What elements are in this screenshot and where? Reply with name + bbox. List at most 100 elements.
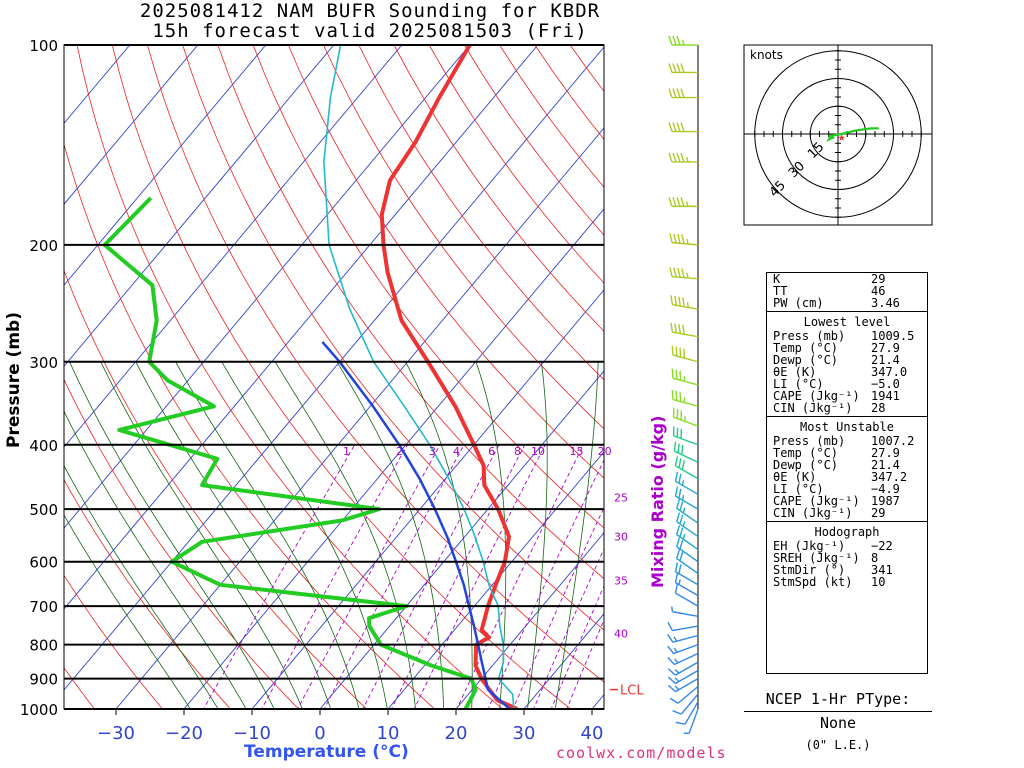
isotherm-line xyxy=(64,45,199,205)
index-value: 21.4 xyxy=(871,458,900,472)
dry-adiabat-line xyxy=(64,269,368,709)
wind-barb-flag xyxy=(679,551,684,562)
wind-barb-flag xyxy=(678,564,682,574)
index-value: 10 xyxy=(871,575,886,589)
index-label: CAPE (Jkg⁻¹) xyxy=(773,494,860,508)
wind-barb-flag xyxy=(668,152,673,163)
moist-adiabat-line xyxy=(64,514,191,709)
wind-barb-flag xyxy=(679,347,682,358)
credit-text: coolwx.com/models xyxy=(556,744,727,762)
index-value: 1987 xyxy=(871,494,900,508)
dry-adiabat-line xyxy=(287,45,604,479)
index-value: 29 xyxy=(871,272,886,286)
mixing-ratio-tick-label: 15 xyxy=(569,445,583,458)
wind-barb-flag xyxy=(667,676,676,685)
wind-barb xyxy=(674,471,699,495)
isotherm-line xyxy=(251,289,604,709)
index-label: Temp (°C) xyxy=(773,341,839,355)
index-label: K xyxy=(773,272,781,286)
wind-barb-flag xyxy=(682,324,685,335)
mixing-ratio-tick-label: 4 xyxy=(453,445,460,458)
mixing-ratio-line xyxy=(261,444,408,709)
mixing-ratio-tick-label: 2 xyxy=(396,445,403,458)
wind-barb-flag xyxy=(682,297,685,307)
index-label: θE (K) xyxy=(773,470,817,484)
mixing-ratio-line xyxy=(297,444,441,709)
wind-barb-flag xyxy=(672,197,677,207)
wind-barb-shaft xyxy=(672,304,699,310)
indices-divider xyxy=(767,521,927,522)
wind-barb-flag xyxy=(675,346,678,357)
index-row: StmSpd (kt) 10 xyxy=(767,576,927,588)
index-row: θE (K) 347.2 xyxy=(767,471,927,483)
wind-barb-flag xyxy=(681,460,685,470)
wind-barb-shaft xyxy=(684,701,699,725)
lowest-level-group: Press (mb) 1009.5 Temp (°C) 27.9 Dewp (°C) 21… xyxy=(767,330,927,414)
dry-adiabat-line xyxy=(64,478,232,709)
wind-barb-flag xyxy=(672,122,677,132)
storm-motion-marker: ★ xyxy=(838,130,846,145)
wind-barb-flag xyxy=(678,458,682,468)
moist-adiabat-line xyxy=(64,410,247,709)
wind-barb-half-flag xyxy=(686,302,689,308)
temperature-tick-label: −20 xyxy=(165,723,203,744)
index-row: LI (°C) −4.9 xyxy=(767,483,927,495)
index-row: CIN (Jkg⁻¹) 28 xyxy=(767,402,927,414)
hodograph-stats-title: Hodograph xyxy=(814,525,880,539)
wind-barb-shaft xyxy=(675,678,699,693)
index-value: 46 xyxy=(871,284,886,298)
wind-barb xyxy=(667,669,699,685)
parcel-profile-line xyxy=(321,341,511,709)
wind-barb xyxy=(676,512,699,538)
wind-barb-flag xyxy=(679,527,684,538)
index-value: 29 xyxy=(871,506,886,520)
wind-barb-flag xyxy=(678,488,682,499)
index-row: Press (mb) 1007.2 xyxy=(767,435,927,447)
temperature-tick-label: 40 xyxy=(581,723,604,744)
wind-barb-shaft xyxy=(676,521,699,538)
wind-barb-half-flag xyxy=(671,606,674,612)
index-label: θE (K) xyxy=(773,365,817,379)
wind-barb-half-flag xyxy=(681,39,685,46)
isotherm-line xyxy=(115,127,604,709)
pressure-tick-label: 100 xyxy=(29,37,58,55)
pressure-tick-label: 900 xyxy=(29,671,58,689)
wind-barb xyxy=(670,322,699,338)
title-line-1: 2025081412 NAM BUFR Sounding for KBDR xyxy=(139,0,601,22)
wind-barb-flag xyxy=(667,621,674,631)
isotherm-line xyxy=(387,451,604,709)
wind-barb-shaft xyxy=(676,507,699,524)
wind-barb-flag xyxy=(676,525,681,535)
mixing-ratio-side-label: 35 xyxy=(614,574,628,587)
mixing-ratio-axis-label: Mixing Ratio (g/kg) xyxy=(648,415,667,588)
index-value: 1009.5 xyxy=(871,329,915,343)
wind-barb-flag xyxy=(675,369,678,380)
dry-adiabat-line xyxy=(252,45,604,529)
wind-barb-half-flag xyxy=(681,494,685,501)
wind-barb-flag xyxy=(667,668,676,676)
index-row: Press (mb) 1009.5 xyxy=(767,330,927,342)
indices-divider xyxy=(767,416,927,417)
wind-barb-flag xyxy=(680,445,684,455)
wind-barb-flag xyxy=(672,709,682,715)
temperature-tick-label: 10 xyxy=(377,723,400,744)
index-row: θE (K) 347.0 xyxy=(767,366,927,378)
wind-barb-half-flag xyxy=(685,201,689,207)
wind-barb xyxy=(669,685,699,704)
wind-barb-flag xyxy=(680,152,685,163)
dry-adiabat-line xyxy=(393,45,604,332)
wind-barb-flag xyxy=(679,370,682,381)
dry-adiabat-line xyxy=(64,574,164,709)
wind-barb-flag xyxy=(674,562,679,572)
indices-divider xyxy=(767,311,927,312)
x-axis-label: Temperature (°C) xyxy=(244,742,409,762)
wind-barb-flag xyxy=(673,267,677,278)
wind-barb xyxy=(669,233,699,246)
wind-barb-shaft xyxy=(672,275,699,280)
wind-barb xyxy=(672,693,699,715)
wind-barb xyxy=(668,35,698,46)
wind-barb-shaft xyxy=(676,533,699,550)
index-label: StmSpd (kt) xyxy=(773,575,853,589)
wind-barb xyxy=(674,573,699,597)
